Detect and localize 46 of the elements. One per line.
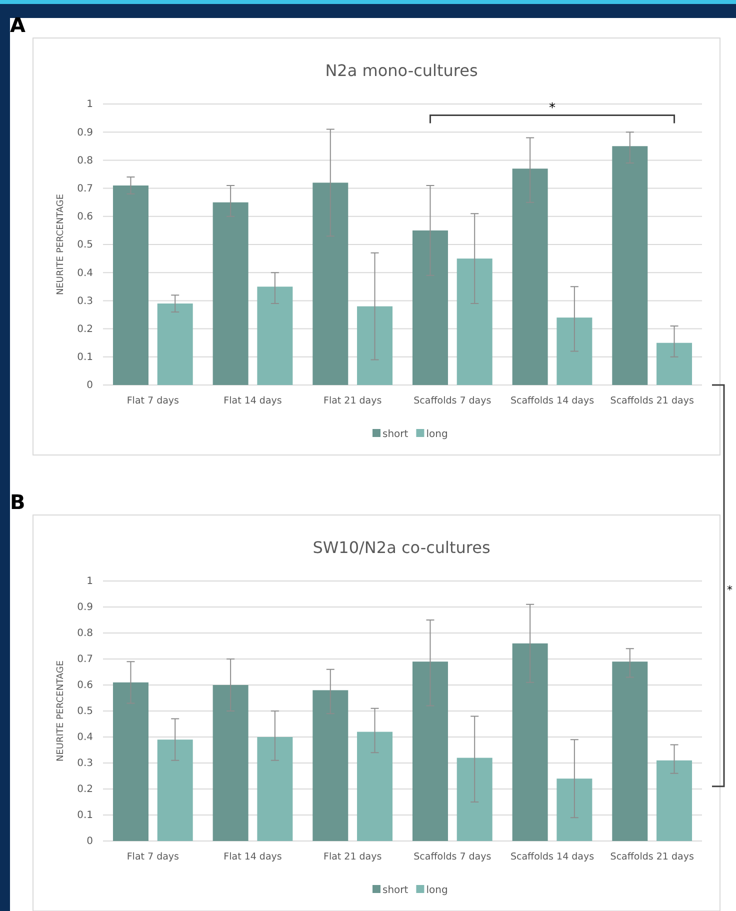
text: * bbox=[727, 584, 733, 597]
annotation: * bbox=[549, 101, 556, 116]
chart-title: N2a mono-cultures bbox=[325, 61, 478, 80]
y-tick-label: 0.4 bbox=[77, 268, 93, 279]
legend-label: short bbox=[382, 885, 408, 896]
y-tick-label: 0.2 bbox=[77, 784, 93, 796]
legend-label: long bbox=[426, 885, 448, 896]
y-tick-label: 0.1 bbox=[77, 352, 93, 364]
y-tick-label: 0.1 bbox=[77, 810, 93, 822]
y-tick-label: 0.9 bbox=[77, 127, 93, 138]
x-tick-label: Scaffolds 21 days bbox=[610, 852, 694, 863]
chart-title: SW10/N2a co-cultures bbox=[312, 538, 490, 557]
x-tick-label: Flat 21 days bbox=[323, 396, 382, 407]
x-tick-label: Scaffolds 7 days bbox=[414, 852, 492, 863]
x-tick-label: Scaffolds 14 days bbox=[510, 396, 594, 407]
x-tick-label: Scaffolds 21 days bbox=[610, 396, 694, 407]
legend-label: long bbox=[426, 429, 448, 440]
y-tick-label: 0.4 bbox=[77, 732, 93, 744]
y-tick-label: 0.5 bbox=[77, 706, 93, 718]
y-tick-label: 1 bbox=[86, 99, 93, 110]
y-tick-label: 0.8 bbox=[77, 155, 93, 166]
x-tick-label: Scaffolds 14 days bbox=[510, 852, 594, 863]
text: A bbox=[10, 13, 26, 37]
legend-label: short bbox=[382, 429, 408, 440]
y-axis-title: NEURITE PERCENTAGE bbox=[56, 194, 66, 296]
text: B bbox=[10, 490, 26, 514]
x-tick-label: Flat 14 days bbox=[224, 852, 282, 863]
y-tick-label: 0 bbox=[86, 836, 93, 848]
x-tick-label: Flat 21 days bbox=[323, 852, 382, 863]
x-tick-label: Flat 7 days bbox=[126, 852, 180, 863]
x-tick-label: Flat 14 days bbox=[224, 396, 282, 407]
y-tick-label: 0.7 bbox=[77, 184, 93, 194]
y-tick-label: 0.3 bbox=[77, 758, 93, 770]
y-tick-label: 0.6 bbox=[77, 212, 93, 223]
x-tick-label: Scaffolds 7 days bbox=[414, 396, 492, 407]
y-tick-label: 1 bbox=[86, 576, 93, 588]
y-tick-label: 0.3 bbox=[77, 296, 93, 307]
y-tick-label: 0.9 bbox=[77, 602, 93, 614]
y-tick-label: 0.5 bbox=[77, 240, 93, 251]
y-tick-label: 0.8 bbox=[77, 628, 93, 640]
y-tick-label: 0.7 bbox=[77, 654, 93, 666]
y-tick-label: 0 bbox=[86, 380, 93, 392]
y-tick-label: 0.6 bbox=[77, 680, 93, 692]
x-tick-label: Flat 7 days bbox=[126, 396, 180, 407]
y-tick-label: 0.2 bbox=[77, 324, 93, 335]
y-axis-title: NEURITE PERCENTAGE bbox=[56, 660, 66, 762]
